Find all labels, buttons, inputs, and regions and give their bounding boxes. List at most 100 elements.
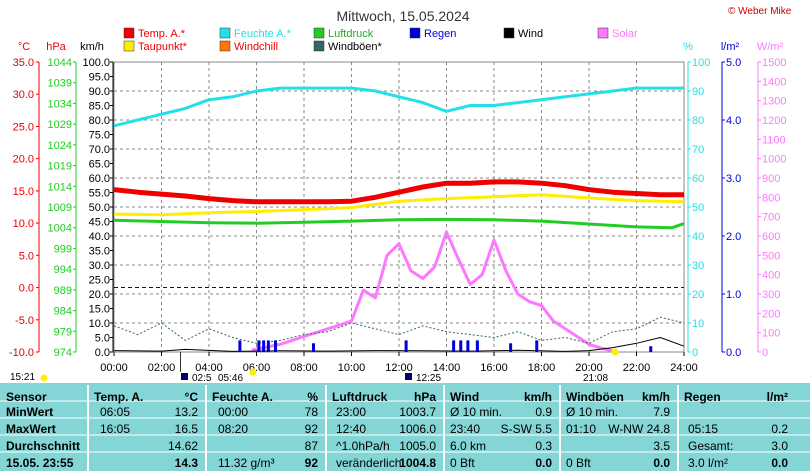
- stat-cell: %: [307, 390, 318, 404]
- series-line: [113, 217, 685, 230]
- tick-label: -5.0: [15, 315, 34, 327]
- rain-bar: [257, 340, 261, 352]
- legend-label: Luftdruck: [328, 28, 374, 40]
- x-axis: 00:00 02:00 04:00 06:00 08:00 10:00 12:00 14:00…: [100, 352, 698, 374]
- tick-label: 989: [54, 285, 72, 297]
- stat-cell: 0.9: [535, 405, 552, 419]
- tick-label: 90: [692, 86, 704, 98]
- stat-cell: Regen: [684, 390, 721, 404]
- tick-label: 35.0: [89, 246, 110, 258]
- tick-label: 1034: [48, 98, 72, 110]
- axis-unit: l/m²: [721, 41, 740, 53]
- legend-swatch: [313, 40, 325, 52]
- legend: Temp. A.* Feuchte A.* Luftdruck Regen Wind So…: [123, 27, 638, 53]
- x-tick-label: 12:00: [385, 362, 413, 374]
- tick-label: 35.0: [13, 57, 34, 69]
- tick-label: 4.0: [726, 115, 741, 127]
- x-tick-label: 04:00: [195, 362, 223, 374]
- tick-label: 1.0: [726, 289, 741, 301]
- stat-cell: 06:05: [100, 405, 131, 419]
- tick-label: 10.0: [13, 218, 34, 230]
- copyright: © Weber Mike: [728, 6, 792, 17]
- legend-swatch: [313, 27, 325, 39]
- x-tick-label: 14:00: [433, 362, 461, 374]
- series-line: [113, 86, 684, 128]
- tick-label: 700: [762, 212, 780, 224]
- stat-cell: 13.2: [174, 405, 198, 419]
- stat-cell: Temp. A.: [94, 390, 144, 404]
- tick-label: 600: [762, 231, 780, 243]
- tick-label: 1004: [48, 223, 72, 235]
- x-tick-label: 24:00: [670, 362, 698, 374]
- sun-icon: [40, 374, 48, 382]
- tick-label: 979: [54, 326, 72, 338]
- rain-bar: [459, 340, 463, 352]
- rain-bar: [312, 343, 315, 352]
- tick-label: 100.0: [82, 57, 110, 69]
- x-tick-label: 16:00: [480, 362, 508, 374]
- stat-cell: 01:10: [566, 422, 597, 436]
- stat-cell: Durchschnitt: [6, 439, 81, 453]
- stat-cell: 16.5: [174, 422, 198, 436]
- stat-cell: °C: [184, 390, 198, 404]
- stat-cell: 3.5: [653, 439, 670, 453]
- tick-label: 50: [692, 202, 704, 214]
- stat-cell: 14.62: [167, 439, 198, 453]
- tick-label: 80.0: [89, 115, 110, 127]
- stat-cell: 0.0: [535, 456, 552, 470]
- legend-swatch: [123, 27, 135, 39]
- tick-label: 60: [692, 173, 704, 185]
- tick-label: 1000: [762, 154, 786, 166]
- tick-label: 45.0: [89, 217, 110, 229]
- tick-label: 994: [54, 264, 72, 276]
- rain-bar: [509, 343, 513, 352]
- stat-cell: MinWert: [6, 405, 54, 419]
- stat-cell: 0.2: [771, 422, 788, 436]
- tick-label: 15.0: [89, 304, 110, 316]
- stat-cell: 23:40: [450, 422, 481, 436]
- legend-label: Regen: [424, 28, 456, 40]
- series-line: [113, 179, 684, 205]
- plot-area: [113, 61, 685, 353]
- rain-bar: [274, 340, 277, 352]
- stat-cell: hPa: [413, 390, 436, 404]
- axis-unit: W/m²: [757, 41, 784, 53]
- stat-cell: 0.0: [771, 456, 788, 470]
- tick-label: 15.0: [13, 186, 34, 198]
- sun-icon: [249, 368, 257, 376]
- tick-label: 974: [54, 347, 72, 359]
- stat-cell: 0 Bft: [450, 456, 475, 470]
- tick-label: 0: [762, 347, 768, 359]
- stat-cell: 1003.7: [399, 405, 436, 419]
- stat-cell: l/m²: [766, 390, 788, 404]
- statistics-grid: [0, 383, 810, 471]
- axis-unit: %: [683, 41, 693, 53]
- stat-cell: 1004.8: [399, 456, 436, 470]
- x-tick-label: 20:00: [575, 362, 603, 374]
- stat-cell: W-NW 24.8: [608, 422, 670, 436]
- stat-cell: 05:15: [688, 422, 719, 436]
- stat-cell: 3.0: [771, 439, 788, 453]
- stat-cell: 23:00: [336, 405, 367, 419]
- tick-label: 500: [762, 250, 780, 262]
- legend-label: Windchill: [234, 41, 278, 53]
- stat-cell: MaxWert: [6, 422, 56, 436]
- tick-label: 25.0: [13, 121, 34, 133]
- tick-label: 50.0: [89, 202, 110, 214]
- legend-label: Wind: [518, 28, 543, 40]
- x-tick-label: 06:00: [243, 362, 271, 374]
- tick-label: 5.0: [95, 333, 110, 345]
- tick-label: 5.0: [726, 57, 741, 69]
- x-tick-label: 18:00: [528, 362, 556, 374]
- stat-cell: 87: [304, 439, 318, 453]
- stat-cell: ^1.0hPa/h: [336, 439, 390, 453]
- legend-swatch: [219, 27, 231, 39]
- tick-label: 80: [692, 115, 704, 127]
- statistics-panel: Sensor Temp. A. °C Feuchte A.% Luftdruck hPa W…: [0, 383, 810, 471]
- moon-icon: [405, 373, 412, 380]
- tick-label: 1039: [48, 78, 72, 90]
- legend-label: Taupunkt*: [138, 41, 188, 53]
- rain-bar: [535, 340, 539, 352]
- stat-cell: 15.05. 23:55: [6, 456, 74, 470]
- stat-cell: 16:05: [100, 422, 131, 436]
